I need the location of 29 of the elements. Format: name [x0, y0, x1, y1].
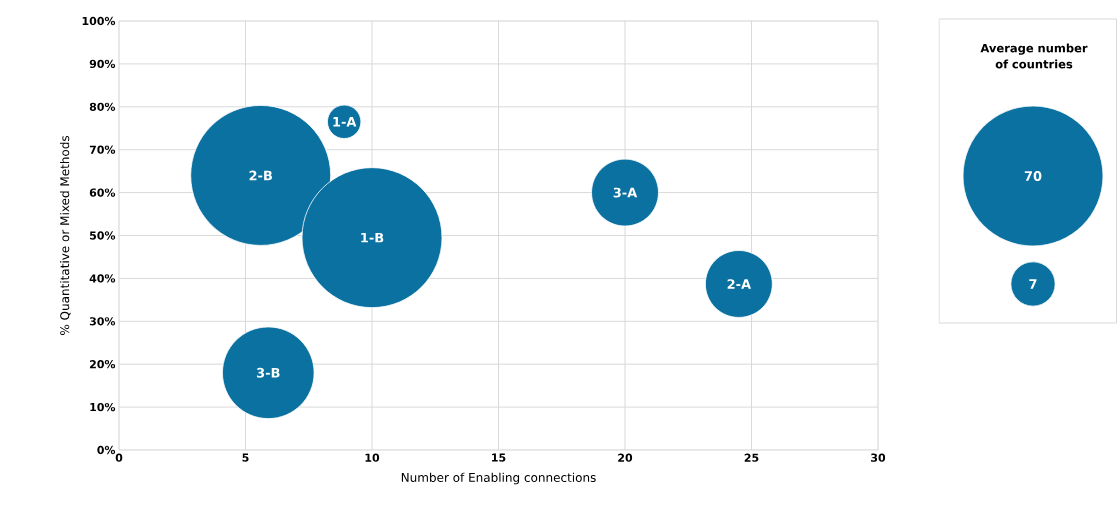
series-label: 1-B — [361, 232, 384, 243]
series-label: 3-A — [613, 187, 638, 198]
legend-title: Average number of countries — [980, 43, 1088, 69]
series-label: 3-B — [256, 367, 280, 378]
x-axis-title: Number of Enabling connections — [401, 472, 596, 485]
y-tick-label: 80% — [89, 102, 116, 111]
x-tick-label: 25 — [744, 453, 759, 462]
y-tick-label: 10% — [90, 402, 116, 412]
series-label: 2-A — [727, 279, 752, 289]
series-label: 2-B — [249, 170, 272, 181]
legend-label: 7 — [1029, 279, 1037, 289]
y-tick-label: 20% — [90, 360, 116, 369]
y-tick-label: 100% — [82, 16, 116, 26]
y-axis-title: % Quantitative or Mixed Methods — [59, 135, 71, 335]
y-tick-label: 0% — [97, 445, 116, 455]
x-tick-label: 30 — [871, 453, 886, 462]
y-tick-label: 30% — [89, 317, 116, 326]
legend-label: 70 — [1024, 171, 1042, 181]
y-tick-label: 40% — [89, 274, 116, 283]
x-tick-label: 15 — [492, 453, 506, 462]
x-tick-label: 5 — [242, 453, 249, 462]
y-tick-label: 90% — [89, 59, 116, 69]
x-tick-label: 0 — [115, 453, 123, 462]
y-tick-label: 70% — [89, 145, 116, 154]
series-label: 1-A — [333, 117, 357, 127]
x-tick-label: 20 — [618, 453, 633, 462]
x-tick-label: 10 — [365, 453, 380, 462]
y-tick-label: 60% — [89, 188, 116, 197]
y-tick-label: 50% — [89, 231, 116, 240]
